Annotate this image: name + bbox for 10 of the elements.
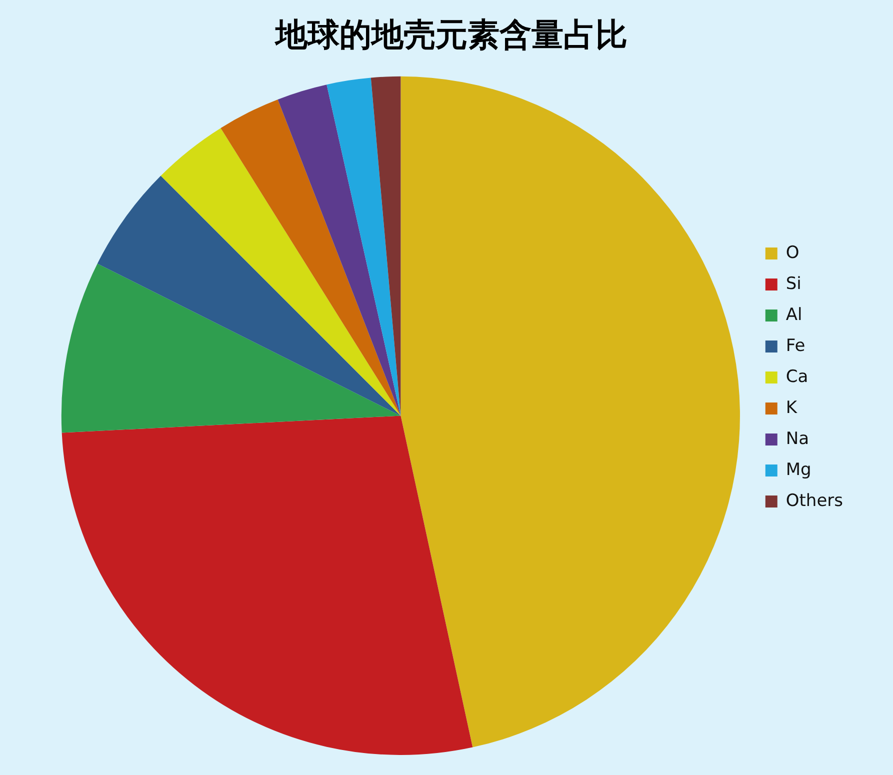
legend-label: O	[786, 242, 800, 263]
legend-label: Mg	[786, 460, 812, 480]
legend-label: Ca	[786, 366, 808, 387]
legend-label: Fe	[786, 336, 806, 356]
legend-label: Na	[786, 428, 810, 449]
legend-label: Al	[786, 304, 802, 325]
legend-label: Si	[786, 274, 802, 294]
legend-label: K	[786, 398, 798, 418]
legend-label: Others	[786, 490, 844, 511]
chart-title: 地球的地壳元素含量占比	[274, 16, 628, 54]
